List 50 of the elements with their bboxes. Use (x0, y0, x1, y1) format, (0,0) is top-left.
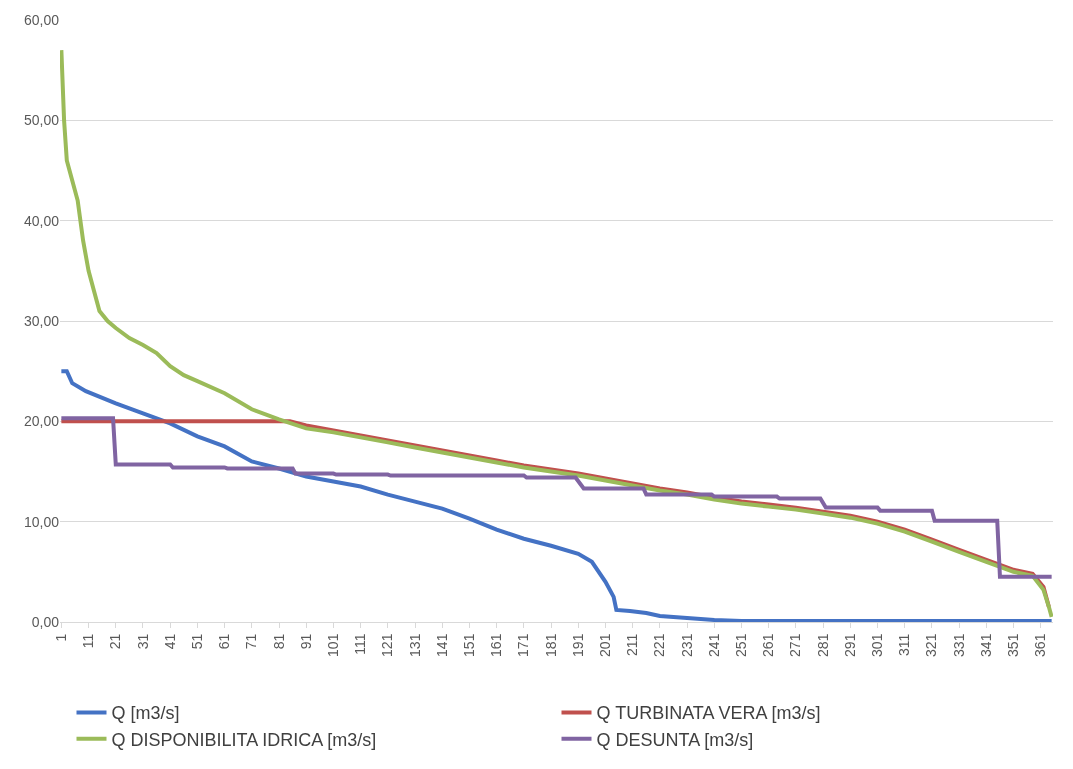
x-tick-label: 161 (488, 633, 505, 657)
x-tick-label: 11 (80, 633, 97, 649)
y-tick-label: 0,00 (31, 613, 60, 630)
x-tick-label: 41 (161, 633, 178, 650)
legend-label: Q [m3/s] (111, 703, 180, 724)
x-tick-label: 201 (597, 633, 614, 657)
legend-label: Q DISPONIBILITA IDRICA [m3/s] (111, 729, 377, 750)
x-tick-label: 191 (569, 633, 586, 657)
x-tick-label: 251 (733, 633, 750, 657)
x-tick-label: 171 (515, 633, 532, 657)
x-tick-label: 281 (814, 633, 831, 657)
x-tick-label: 121 (379, 633, 396, 657)
y-tick-label: 20,00 (23, 413, 60, 430)
x-tick-label: 1 (52, 633, 69, 642)
line-series (60, 48, 1053, 619)
x-tick-label: 61 (216, 633, 233, 650)
x-tick-label: 91 (297, 633, 314, 650)
x-tick-label: 141 (433, 633, 450, 657)
x-tick-label: 291 (841, 633, 858, 657)
y-tick-label: 10,00 (23, 513, 60, 530)
x-tick-label: 21 (107, 633, 124, 650)
line-series (60, 416, 1053, 579)
x-tick-label: 241 (705, 633, 722, 657)
x-tick-label: 301 (869, 633, 886, 657)
x-tick-label: 331 (950, 633, 967, 657)
x-tick-label: 81 (270, 633, 287, 650)
x-tick-label: 131 (406, 633, 423, 657)
x-tick-label: 51 (188, 633, 205, 650)
y-tick-label: 30,00 (23, 312, 60, 329)
x-tick-label: 221 (651, 633, 668, 657)
x-tick-label: 181 (542, 633, 559, 657)
x-tick-label: 111 (352, 633, 369, 655)
x-tick-label: 361 (1032, 633, 1049, 657)
legend-label: Q TURBINATA VERA [m3/s] (596, 703, 821, 724)
x-tick-label: 341 (977, 633, 994, 657)
legend-label: Q DESUNTA [m3/s] (596, 729, 754, 750)
x-tick-label: 151 (460, 633, 477, 657)
x-tick-label: 311 (896, 633, 913, 656)
x-tick-label: 271 (787, 633, 804, 657)
y-tick-label: 50,00 (23, 112, 60, 129)
x-tick-label: 101 (324, 633, 341, 657)
x-tick-label: 31 (134, 633, 151, 650)
x-tick-label: 351 (1005, 633, 1022, 657)
y-tick-label: 40,00 (23, 212, 60, 229)
x-tick-label: 231 (678, 633, 695, 657)
x-tick-label: 261 (760, 633, 777, 657)
y-tick-label: 60,00 (23, 11, 60, 28)
x-tick-label: 211 (624, 633, 641, 656)
x-tick-label: 71 (243, 633, 260, 650)
x-tick-label: 321 (923, 633, 940, 657)
